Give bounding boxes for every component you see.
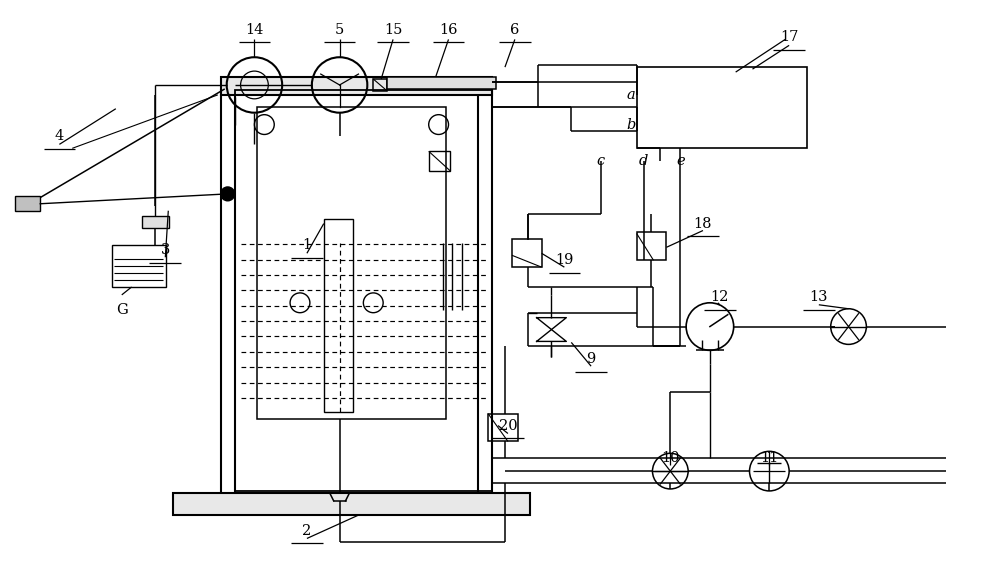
Bar xyxy=(637,232,666,260)
Text: 15: 15 xyxy=(384,23,402,37)
Text: 16: 16 xyxy=(439,23,458,37)
Bar xyxy=(15,196,40,211)
Text: 6: 6 xyxy=(510,23,520,37)
Text: 20: 20 xyxy=(499,419,517,433)
Bar xyxy=(221,77,492,95)
Text: 1: 1 xyxy=(302,238,311,253)
Text: 10: 10 xyxy=(661,451,680,465)
Text: 13: 13 xyxy=(810,290,828,304)
Circle shape xyxy=(221,187,235,201)
Text: 18: 18 xyxy=(694,216,712,231)
Text: c: c xyxy=(597,154,605,168)
Bar xyxy=(257,107,446,419)
Bar xyxy=(324,219,353,412)
Bar xyxy=(173,493,530,515)
Bar xyxy=(373,79,387,91)
Bar xyxy=(235,90,492,491)
Text: 19: 19 xyxy=(555,253,574,267)
Text: d: d xyxy=(639,154,648,168)
Text: G: G xyxy=(116,303,128,317)
Text: 4: 4 xyxy=(55,129,64,144)
Bar xyxy=(387,77,496,89)
Text: b: b xyxy=(626,118,635,132)
Text: 3: 3 xyxy=(161,244,170,257)
Bar xyxy=(429,151,450,171)
Text: a: a xyxy=(626,88,635,102)
Text: 17: 17 xyxy=(780,31,798,45)
Bar xyxy=(637,67,807,149)
Text: 9: 9 xyxy=(586,352,596,366)
Text: 5: 5 xyxy=(335,23,344,37)
Bar xyxy=(142,216,169,228)
Bar xyxy=(488,414,518,441)
Bar xyxy=(512,240,542,267)
Text: 2: 2 xyxy=(302,524,312,537)
Text: 14: 14 xyxy=(245,23,264,37)
Bar xyxy=(112,245,166,287)
Text: 12: 12 xyxy=(711,290,729,304)
Text: 11: 11 xyxy=(760,451,778,465)
Text: e: e xyxy=(676,154,685,168)
